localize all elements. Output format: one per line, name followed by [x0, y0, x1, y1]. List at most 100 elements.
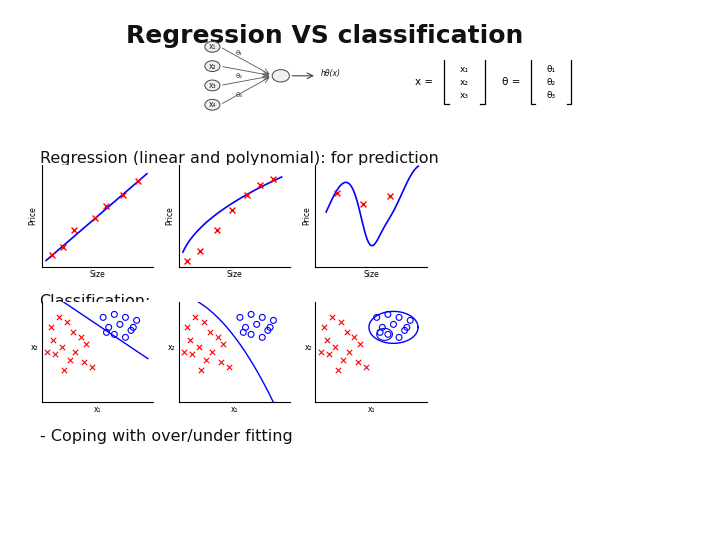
Text: θ₃: θ₃ — [236, 92, 243, 98]
Point — [125, 326, 137, 335]
Point — [58, 242, 69, 251]
Point — [254, 181, 266, 190]
Y-axis label: Price: Price — [302, 207, 311, 225]
Point — [227, 206, 238, 214]
Point — [75, 333, 86, 342]
Point — [181, 257, 193, 266]
Point — [120, 333, 131, 342]
Point — [186, 350, 198, 359]
Point — [62, 318, 73, 327]
X-axis label: Size: Size — [227, 270, 242, 279]
Point — [195, 366, 207, 375]
Text: KTH: KTH — [30, 28, 53, 38]
Point — [114, 320, 126, 329]
Point — [212, 226, 223, 235]
Point — [330, 343, 341, 352]
Point — [234, 313, 246, 322]
Circle shape — [205, 42, 220, 52]
Text: x₁: x₁ — [460, 65, 469, 74]
Point — [267, 175, 279, 184]
Text: VETENSKAP
OCH KONST: VETENSKAP OCH KONST — [32, 47, 52, 56]
Y-axis label: x₂: x₂ — [168, 343, 176, 353]
Point — [401, 323, 413, 332]
Text: 4: 4 — [692, 507, 702, 521]
Point — [331, 189, 343, 198]
Text: θ₁: θ₁ — [546, 65, 555, 74]
Point — [131, 316, 143, 325]
Point — [382, 330, 394, 339]
Point — [78, 358, 90, 367]
Text: Regression (linear and polynomial): for prediction: Regression (linear and polynomial): for … — [40, 151, 438, 166]
Point — [251, 320, 263, 329]
Point — [45, 323, 56, 332]
Text: x₄: x₄ — [209, 100, 216, 109]
Point — [50, 350, 61, 359]
Point — [393, 333, 405, 342]
Point — [262, 326, 274, 335]
Y-axis label: Price: Price — [166, 207, 174, 225]
Point — [405, 316, 416, 325]
Point — [132, 177, 144, 185]
Point — [388, 320, 400, 329]
Point — [194, 247, 206, 255]
Point — [256, 313, 268, 322]
Point — [217, 340, 229, 349]
Point — [179, 348, 190, 356]
Point — [374, 328, 386, 337]
Text: x₂: x₂ — [460, 78, 469, 87]
Point — [352, 358, 364, 367]
Point — [336, 318, 347, 327]
Point — [97, 313, 109, 322]
Polygon shape — [0, 482, 101, 540]
Point — [246, 310, 257, 319]
X-axis label: Size: Size — [90, 270, 105, 279]
Point — [357, 200, 369, 208]
Point — [343, 348, 355, 356]
Point — [207, 348, 218, 356]
Circle shape — [205, 80, 220, 91]
Point — [181, 323, 193, 332]
Point — [58, 366, 70, 375]
Text: Regression VS classification: Regression VS classification — [126, 24, 523, 48]
Text: x₃: x₃ — [209, 81, 216, 90]
Point — [53, 313, 64, 322]
Y-axis label: Price: Price — [29, 207, 37, 225]
Point — [223, 363, 235, 372]
Text: Source: “Machine learning ” course, Andrew Ng: Source: “Machine learning ” course, Andr… — [211, 510, 509, 523]
Circle shape — [205, 99, 220, 110]
Point — [348, 333, 360, 342]
Point — [201, 356, 212, 364]
Point — [90, 214, 102, 222]
Point — [67, 328, 78, 337]
Circle shape — [205, 60, 220, 71]
Point — [360, 363, 372, 372]
Point — [268, 316, 279, 325]
Text: x₁: x₁ — [209, 42, 216, 51]
Point — [377, 323, 388, 332]
Point — [393, 313, 405, 322]
Point — [109, 310, 120, 319]
Point — [341, 328, 352, 337]
Point — [264, 323, 276, 332]
Y-axis label: x₂: x₂ — [305, 343, 312, 353]
Text: x =: x = — [415, 77, 433, 87]
Point — [338, 356, 349, 364]
Point — [212, 333, 223, 342]
Point — [241, 191, 253, 200]
Point — [321, 336, 333, 345]
Point — [68, 226, 80, 235]
Point — [326, 313, 338, 322]
Point — [47, 251, 58, 259]
Text: hθ(x): hθ(x) — [320, 69, 341, 78]
Point — [246, 330, 257, 339]
Point — [81, 340, 92, 349]
Point — [193, 343, 204, 352]
X-axis label: x₁: x₁ — [367, 405, 375, 414]
Point — [48, 336, 59, 345]
Point — [56, 343, 68, 352]
Text: θ₂: θ₂ — [546, 78, 555, 87]
Text: θ =: θ = — [502, 77, 521, 87]
Point — [100, 201, 112, 210]
Point — [323, 350, 335, 359]
Circle shape — [272, 70, 289, 82]
